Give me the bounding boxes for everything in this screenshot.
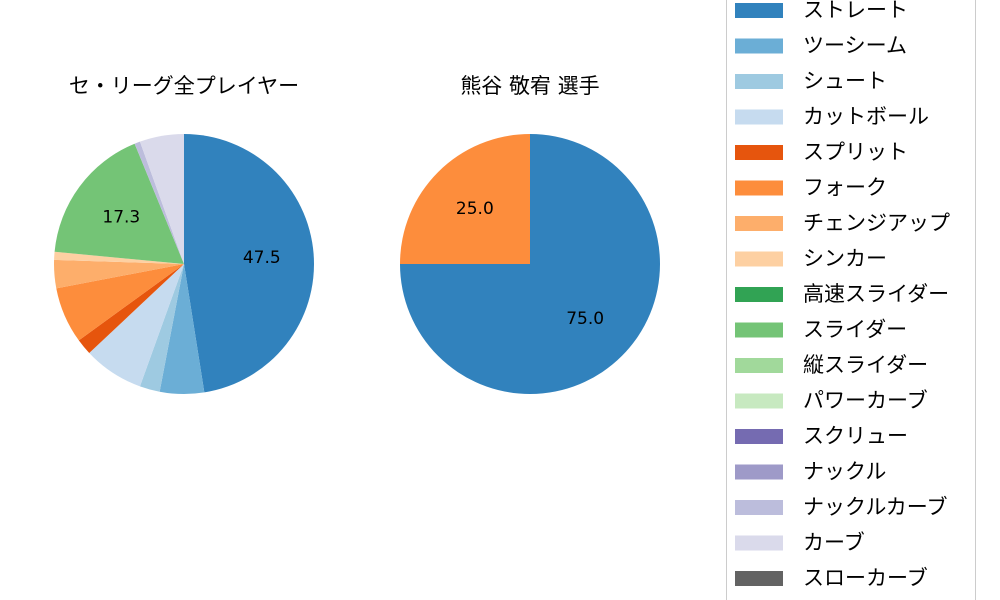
legend-label-4: スプリット: [803, 140, 908, 164]
league-pie-title: セ・リーグ全プレイヤー: [69, 74, 299, 98]
league-slice-2: [139, 264, 184, 392]
league-slice-6: [54, 259, 185, 289]
league-slice-8: [54, 143, 184, 264]
legend-label-6: チェンジアップ: [803, 211, 950, 235]
legend-swatch-13: [735, 464, 783, 480]
league-slice-10: [139, 134, 184, 264]
legend-swatch-2: [735, 74, 783, 89]
league-pie-chart: セ・リーグ全プレイヤー 47.5 17.3: [54, 74, 314, 394]
legend-label-3: カットボール: [803, 105, 929, 129]
legend-swatch-15: [735, 535, 783, 551]
league-slice-7: [54, 251, 184, 264]
legend-label-2: シュート: [803, 69, 887, 93]
legend-label-13: ナックル: [803, 460, 886, 484]
league-slice-4: [78, 264, 184, 353]
legend-swatch-16: [735, 571, 783, 586]
player-slice-1: [400, 134, 530, 264]
legend-swatch-10: [735, 358, 783, 373]
league-pct-label-8: 17.3: [102, 208, 140, 228]
league-slice-5: [56, 264, 184, 341]
player-pie-chart: 熊谷 敬宥 選手 75.0 25.0: [400, 74, 660, 394]
legend-label-5: フォーク: [803, 176, 887, 200]
legend-label-0: ストレート: [803, 0, 908, 22]
legend-frame: [726, 0, 976, 600]
legend-swatch-4: [735, 145, 783, 160]
legend-swatch-0: [735, 3, 783, 18]
legend-label-10: 縦スライダー: [803, 353, 928, 377]
legend-swatch-9: [735, 322, 783, 338]
legend-label-8: 高速スライダー: [803, 282, 949, 306]
league-pct-label-0: 47.5: [243, 248, 281, 268]
legend-swatch-8: [735, 287, 783, 302]
legend-label-16: スローカーブ: [803, 566, 928, 590]
legend-label-7: シンカー: [803, 247, 887, 271]
player-pie-title: 熊谷 敬宥 選手: [460, 74, 599, 98]
legend-swatch-12: [735, 429, 783, 444]
legend-label-12: スクリュー: [803, 424, 908, 448]
legend-label-14: ナックルカーブ: [803, 495, 947, 519]
legend-swatch-3: [735, 109, 783, 125]
legend-swatch-6: [735, 216, 783, 231]
legend-swatch-7: [735, 251, 783, 267]
league-slice-0: [184, 134, 314, 393]
league-slice-3: [89, 264, 184, 387]
league-slice-1: [159, 264, 205, 394]
legend-swatch-11: [735, 393, 783, 409]
legend: ストレートツーシームシュートカットボールスプリットフォークチェンジアップシンカー…: [726, 0, 976, 600]
legend-label-1: ツーシーム: [803, 34, 907, 58]
player-pct-label-0: 75.0: [566, 309, 604, 329]
legend-swatch-5: [735, 180, 783, 196]
legend-label-11: パワーカーブ: [803, 389, 928, 413]
legend-swatch-1: [735, 38, 783, 54]
legend-label-9: スライダー: [803, 318, 907, 342]
legend-label-15: カーブ: [803, 531, 865, 555]
legend-swatch-14: [735, 500, 783, 515]
player-pct-label-1: 25.0: [456, 199, 494, 219]
league-slice-9: [134, 141, 184, 264]
